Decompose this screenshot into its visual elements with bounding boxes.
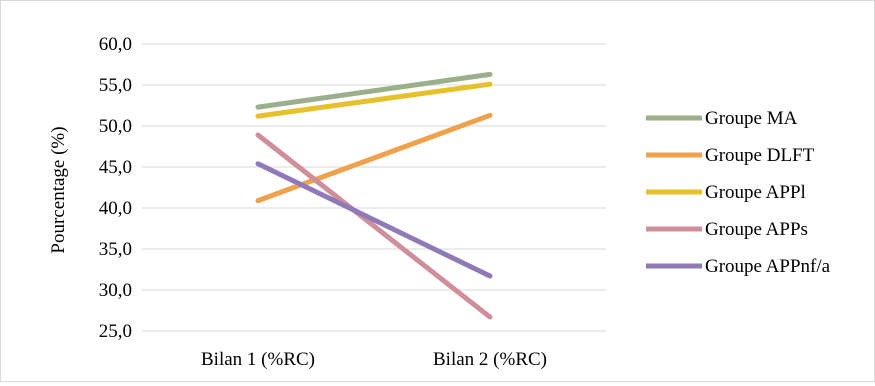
y-tick-label: 30,0 xyxy=(99,280,132,301)
series-line xyxy=(255,132,493,320)
legend-label: Groupe DLFT xyxy=(705,145,815,166)
legend-label: Groupe MA xyxy=(705,108,798,129)
y-tick-labels: 25,0 30,0 35,0 40,0 45,0 50,0 55,0 60,0 xyxy=(99,34,132,342)
y-tick-label: 25,0 xyxy=(99,321,132,342)
series-line xyxy=(255,112,493,204)
x-tick-label: Bilan 1 (%RC) xyxy=(201,349,315,370)
gridlines xyxy=(142,43,606,332)
y-tick-label: 35,0 xyxy=(99,239,132,260)
y-tick-label: 50,0 xyxy=(99,116,132,137)
y-tick-label: 40,0 xyxy=(99,198,132,219)
x-tick-label: Bilan 2 (%RC) xyxy=(433,349,547,370)
legend-label: Groupe APPs xyxy=(705,219,808,240)
series-line xyxy=(255,81,493,119)
legend: Groupe MA Groupe DLFT Groupe APPl Groupe AP… xyxy=(646,108,831,277)
series-line xyxy=(255,71,493,110)
series-line xyxy=(255,161,493,279)
x-tick-labels: Bilan 1 (%RC) Bilan 2 (%RC) xyxy=(201,349,547,370)
legend-label: Groupe APPl xyxy=(705,182,806,203)
y-tick-label: 60,0 xyxy=(99,34,132,55)
legend-label: Groupe APPnf/a xyxy=(705,256,831,277)
y-tick-label: 45,0 xyxy=(99,157,132,178)
y-tick-label: 55,0 xyxy=(99,75,132,96)
y-axis-label: Pourcentage (%) xyxy=(48,126,69,253)
series-lines xyxy=(255,71,493,320)
